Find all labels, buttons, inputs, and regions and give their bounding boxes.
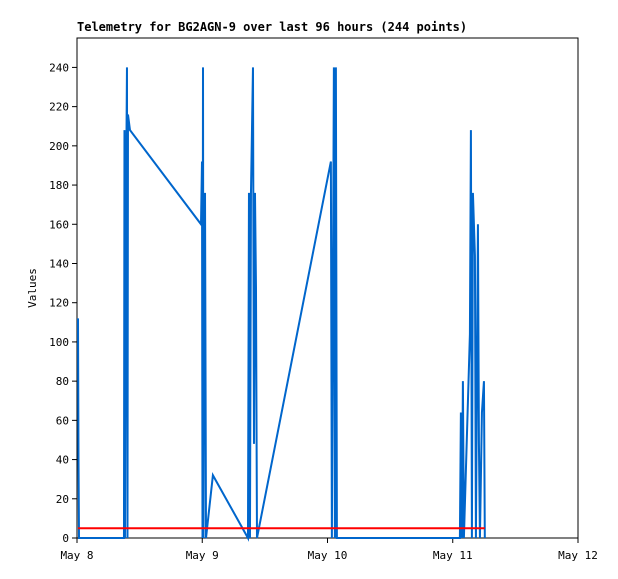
y-tick-label: 140: [49, 257, 69, 270]
y-tick-label: 100: [49, 336, 69, 349]
x-tick-label: May 9: [186, 549, 219, 562]
y-tick-label: 80: [56, 375, 69, 388]
y-tick-label: 60: [56, 414, 69, 427]
y-tick-label: 40: [56, 454, 69, 467]
y-tick-label: 0: [62, 532, 69, 545]
chart-title: Telemetry for BG2AGN-9 over last 96 hour…: [77, 20, 467, 34]
plot-frame: [76, 37, 579, 539]
y-tick-label: 20: [56, 493, 69, 506]
y-tick-label: 220: [49, 101, 69, 114]
y-axis-label: Values: [26, 268, 39, 308]
y-tick-label: 120: [49, 297, 69, 310]
series-line: [77, 67, 486, 542]
x-tick-label: May 11: [433, 549, 473, 562]
x-tick-label: May 12: [558, 549, 598, 562]
y-tick-label: 180: [49, 179, 69, 192]
y-tick-label: 160: [49, 218, 69, 231]
x-tick-label: May 8: [60, 549, 93, 562]
y-tick-label: 240: [49, 61, 69, 74]
y-tick-label: 200: [49, 140, 69, 153]
x-tick-label: May 10: [308, 549, 348, 562]
